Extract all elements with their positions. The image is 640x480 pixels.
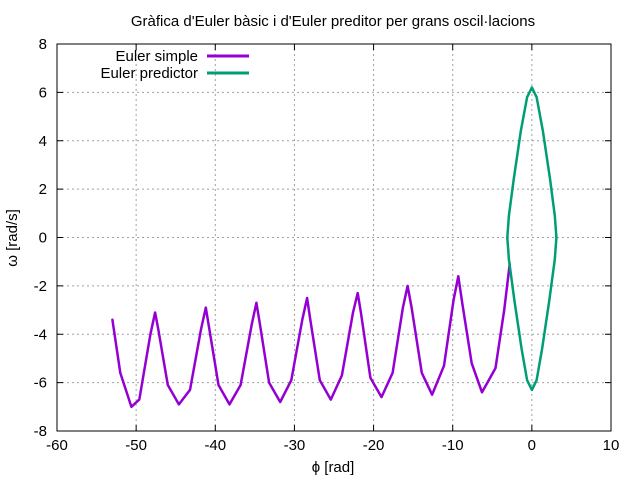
y-axis-label: ω [rad/s]	[4, 209, 21, 267]
x-tick-label: 10	[603, 437, 620, 454]
legend-label: Euler predictor	[100, 65, 198, 82]
y-tick-label: -2	[34, 278, 47, 295]
series-lines	[111, 86, 558, 409]
y-tick-label: 4	[39, 133, 47, 150]
x-tick-label: -50	[125, 437, 147, 454]
legend-label: Euler simple	[115, 48, 198, 65]
y-tick-label: 2	[39, 181, 47, 198]
y-tick-label: 8	[39, 36, 47, 53]
y-tick-label: 0	[39, 230, 47, 247]
y-tick-label: 6	[39, 84, 47, 101]
x-tick-label: -30	[284, 437, 306, 454]
x-tick-label: -10	[442, 437, 464, 454]
x-tick-label: -40	[204, 437, 226, 454]
x-tick-label: -20	[363, 437, 385, 454]
chart-title: Gràfica d'Euler bàsic i d'Euler preditor…	[131, 13, 535, 30]
x-tick-label: 0	[528, 437, 536, 454]
x-axis-label: ϕ [rad]	[312, 459, 355, 476]
y-tick-label: -6	[34, 375, 47, 392]
series-line-euler-predictor	[506, 86, 558, 392]
plot-frame	[56, 43, 612, 432]
x-tick-label: -60	[46, 437, 68, 454]
series-line-euler-simple	[111, 262, 511, 409]
y-tick-label: -8	[34, 423, 47, 440]
y-tick-label: -4	[34, 326, 47, 343]
